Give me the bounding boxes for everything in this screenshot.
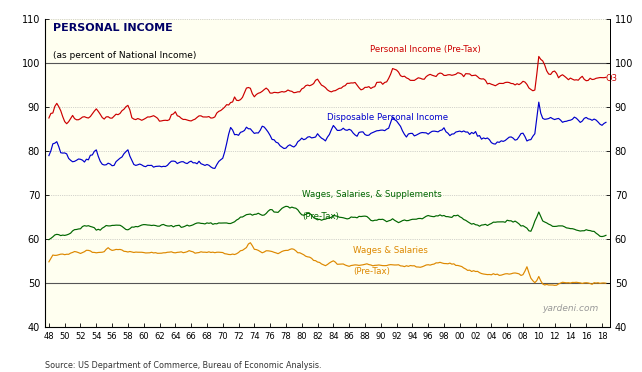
Text: Source: US Department of Commerce, Bureau of Economic Analysis.: Source: US Department of Commerce, Burea… <box>45 361 322 370</box>
Text: PERSONAL INCOME: PERSONAL INCOME <box>53 23 173 33</box>
Text: Wages & Salaries: Wages & Salaries <box>353 246 428 254</box>
Text: (Pre-Tax): (Pre-Tax) <box>302 212 339 221</box>
Text: yardeni.com: yardeni.com <box>542 304 598 314</box>
Text: (as percent of National Income): (as percent of National Income) <box>53 51 197 60</box>
Text: Wages, Salaries, & Supplements: Wages, Salaries, & Supplements <box>302 190 442 199</box>
Text: Q3: Q3 <box>606 74 618 83</box>
Text: Disposable Personal Income: Disposable Personal Income <box>327 113 449 122</box>
Text: (Pre-Tax): (Pre-Tax) <box>353 267 390 276</box>
Text: Personal Income (Pre-Tax): Personal Income (Pre-Tax) <box>370 45 481 54</box>
